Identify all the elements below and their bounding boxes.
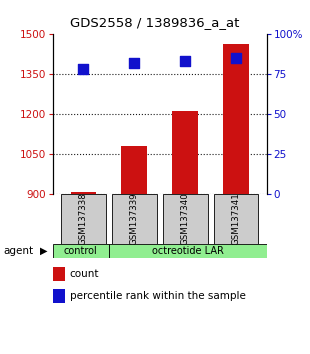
- FancyBboxPatch shape: [112, 194, 157, 244]
- Point: [183, 58, 188, 64]
- Text: octreotide LAR: octreotide LAR: [152, 246, 224, 256]
- FancyBboxPatch shape: [163, 194, 207, 244]
- Text: agent: agent: [3, 246, 33, 256]
- FancyBboxPatch shape: [53, 244, 109, 258]
- Point: [233, 55, 238, 61]
- Text: GSM137338: GSM137338: [79, 193, 88, 245]
- Text: GSM137341: GSM137341: [232, 193, 241, 245]
- Bar: [122, 146, 147, 194]
- Text: percentile rank within the sample: percentile rank within the sample: [70, 291, 246, 301]
- Text: count: count: [70, 269, 99, 279]
- Text: GSM137340: GSM137340: [181, 193, 190, 245]
- Point: [81, 66, 86, 72]
- Text: control: control: [64, 246, 98, 256]
- Text: GSM137339: GSM137339: [130, 193, 139, 245]
- Point: [132, 60, 137, 65]
- FancyBboxPatch shape: [61, 194, 106, 244]
- FancyBboxPatch shape: [109, 244, 267, 258]
- Bar: [172, 111, 198, 194]
- Text: ▶: ▶: [40, 246, 48, 256]
- Bar: [223, 44, 249, 194]
- Bar: [71, 192, 96, 194]
- FancyBboxPatch shape: [214, 194, 259, 244]
- Text: GDS2558 / 1389836_a_at: GDS2558 / 1389836_a_at: [70, 16, 240, 29]
